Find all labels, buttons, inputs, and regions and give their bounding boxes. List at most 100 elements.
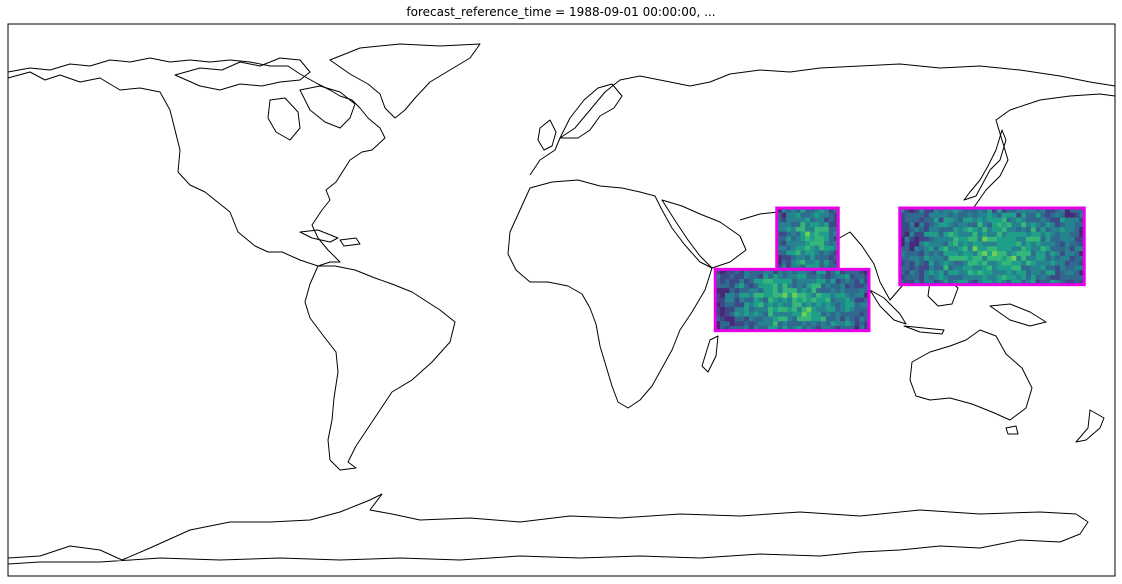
heatmap-cell xyxy=(720,302,726,308)
heatmap-cell xyxy=(1016,251,1022,257)
heatmap-cell xyxy=(744,278,750,285)
heatmap-cell xyxy=(825,302,832,308)
heatmap-cell xyxy=(1030,212,1037,219)
heatmap-cell xyxy=(864,297,870,303)
heatmap-cell xyxy=(972,270,979,276)
heatmap-cell xyxy=(724,292,731,299)
heatmap-cell xyxy=(763,325,769,332)
heatmap-cell xyxy=(1030,241,1037,247)
heatmap-cell xyxy=(795,226,801,233)
heatmap-cell xyxy=(962,217,969,223)
heatmap-cell xyxy=(782,307,788,313)
heatmap-cell xyxy=(792,307,798,313)
heatmap-cell xyxy=(982,270,988,276)
heatmap-cell xyxy=(806,302,812,308)
heatmap-cell xyxy=(899,246,906,252)
sumatra-coast xyxy=(869,289,907,325)
heatmap-cell xyxy=(1040,255,1047,262)
heatmap-cell xyxy=(859,316,865,322)
heatmap-cell xyxy=(748,316,755,322)
heatmap-cell xyxy=(1006,265,1013,271)
heatmap-cell xyxy=(1059,279,1066,286)
heatmap-cell xyxy=(811,297,817,303)
heatmap-cell xyxy=(792,297,798,303)
heatmap-cell xyxy=(715,307,721,313)
heatmap-cell xyxy=(1021,255,1027,262)
heatmap-cell xyxy=(753,288,760,294)
heatmap-cell xyxy=(933,260,940,267)
hudson-bay-coast xyxy=(267,97,301,141)
heatmap-cell xyxy=(809,212,816,219)
heatmap-cell xyxy=(1064,275,1071,281)
heatmap-cell xyxy=(792,321,798,327)
heatmap-cell xyxy=(958,246,964,252)
heatmap-cell xyxy=(904,208,911,214)
heatmap-cell xyxy=(781,245,787,252)
heatmap-cell xyxy=(724,311,731,318)
heatmap-cell xyxy=(844,321,851,327)
heatmap-cell xyxy=(729,325,736,332)
heatmap-cell xyxy=(792,311,798,318)
heatmap-cell xyxy=(830,288,836,294)
heatmap-cell xyxy=(928,212,935,219)
heatmap-cell xyxy=(758,278,764,285)
heatmap-cell xyxy=(786,241,792,247)
heatmap-cell xyxy=(787,283,793,289)
heatmap-cell xyxy=(1025,222,1032,228)
heatmap-cell xyxy=(811,274,817,280)
heatmap-cell xyxy=(800,259,806,266)
heatmap-cell xyxy=(1016,279,1022,286)
heatmap-cell xyxy=(977,227,983,233)
heatmap-cell xyxy=(924,222,930,228)
heatmap-cell xyxy=(781,208,787,214)
heatmap-cell xyxy=(814,217,820,223)
heatmap-cell xyxy=(1055,275,1061,281)
heatmap-cell xyxy=(811,321,817,327)
heatmap-cell xyxy=(919,217,925,223)
heatmap-cell xyxy=(781,236,787,242)
heatmap-cell xyxy=(814,245,820,252)
heatmap-cell xyxy=(1030,270,1037,276)
heatmap-cell xyxy=(825,269,832,275)
heatmap-cell xyxy=(1011,251,1017,257)
heatmap-cell xyxy=(864,274,870,280)
heatmap-cell xyxy=(795,231,801,237)
heatmap-cell xyxy=(1074,241,1080,247)
heatmap-cell xyxy=(967,236,974,243)
heatmap-cell xyxy=(792,292,798,299)
heatmap-cell xyxy=(972,265,979,271)
heatmap-cell xyxy=(776,226,783,233)
heatmap-cell xyxy=(729,278,736,285)
heatmap-cell xyxy=(948,260,954,267)
heatmap-cell xyxy=(792,302,798,308)
heatmap-cell xyxy=(849,311,856,318)
heatmap-cell xyxy=(1069,246,1076,252)
heatmap-cell xyxy=(938,227,945,233)
heatmap-cell xyxy=(938,251,945,257)
heatmap-cell xyxy=(734,274,740,280)
heatmap-cell xyxy=(854,292,860,299)
heatmap-cell xyxy=(833,255,839,261)
heatmap-cell xyxy=(724,274,731,280)
heatmap-cell xyxy=(805,255,811,261)
madagascar-coast xyxy=(701,335,719,373)
heatmap-cell xyxy=(828,231,835,237)
heatmap-cell xyxy=(840,316,846,322)
heatmap-cell xyxy=(899,260,906,267)
heatmap-cell xyxy=(953,246,959,252)
heatmap-cell xyxy=(904,222,911,228)
heatmap-cell xyxy=(1021,275,1027,281)
heatmap-cell xyxy=(758,307,764,313)
heatmap-cell xyxy=(835,316,841,322)
heatmap-cell xyxy=(825,325,832,332)
heatmap-cell xyxy=(849,307,856,313)
heatmap-cell xyxy=(715,269,721,275)
heatmap-cell xyxy=(782,321,788,327)
heatmap-cell xyxy=(924,208,930,214)
heatmap-cell xyxy=(825,297,832,303)
heatmap-cell xyxy=(899,270,906,276)
heatmap-cell xyxy=(953,255,959,262)
heatmap-cell xyxy=(781,250,787,256)
heatmap-cell xyxy=(953,212,959,219)
heatmap-cell xyxy=(1035,260,1042,267)
